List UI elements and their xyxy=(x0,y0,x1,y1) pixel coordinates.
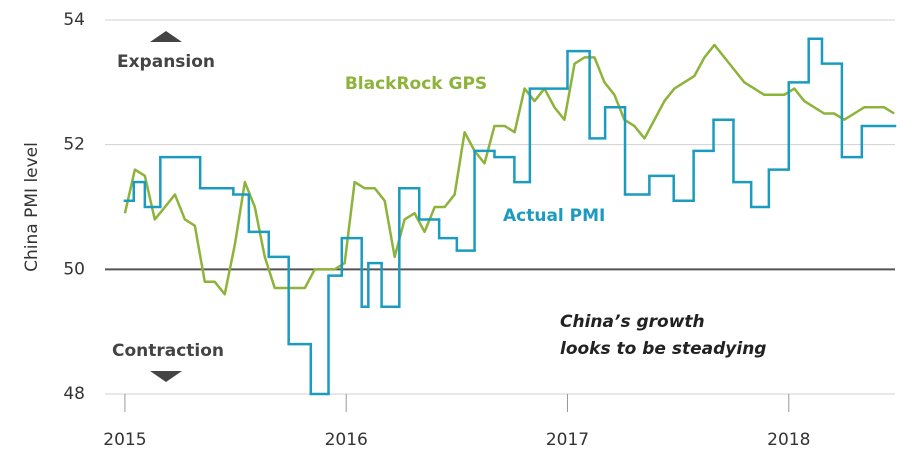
annotation: China’s growth xyxy=(560,312,705,332)
legend-label: BlackRock GPS xyxy=(345,74,487,94)
y-tick-label: 48 xyxy=(63,384,85,404)
upper-label: Expansion xyxy=(117,52,215,72)
lower-label: Contraction xyxy=(112,341,224,361)
x-tick-label: 2017 xyxy=(546,430,589,450)
legend-label: Actual PMI xyxy=(503,206,605,226)
x-tick-label: 2016 xyxy=(325,430,368,450)
y-tick-label: 52 xyxy=(63,135,85,155)
series-line xyxy=(123,43,895,296)
annotation: looks to be steadying xyxy=(560,339,766,359)
y-tick-label: 50 xyxy=(63,259,85,279)
y-tick-label: 54 xyxy=(63,10,85,30)
x-tick-label: 2018 xyxy=(767,430,810,450)
y-axis-label: China PMI level xyxy=(22,142,42,272)
up-arrow xyxy=(150,31,182,42)
down-arrow xyxy=(150,371,182,382)
x-tick-label: 2015 xyxy=(103,430,146,450)
